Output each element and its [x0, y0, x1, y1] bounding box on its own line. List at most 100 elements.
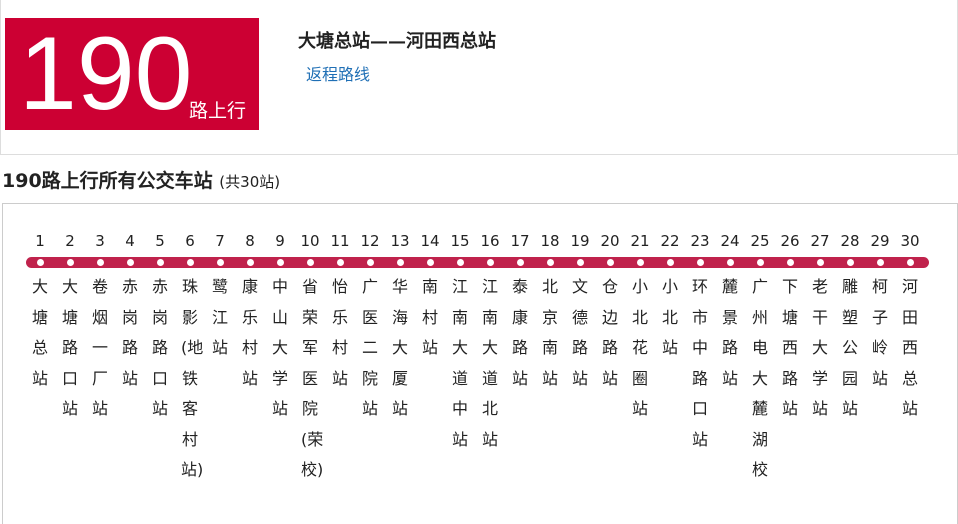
stop-name: 广医二院站	[361, 277, 378, 418]
stop-dot	[816, 259, 824, 266]
stop-name: 赤岗路口站	[151, 277, 168, 418]
stop-number: 23	[690, 232, 710, 250]
stop-number: 17	[510, 232, 530, 250]
stop-dot	[906, 259, 914, 266]
stop-dot	[366, 259, 374, 266]
stop-name: 麓景路站	[721, 277, 738, 388]
stop-name: 北京南站	[541, 277, 558, 388]
stop-dot	[726, 259, 734, 266]
stop-name: 鹭江站	[211, 277, 228, 357]
stop-name: 泰康路站	[511, 277, 528, 388]
stop-number: 18	[540, 232, 560, 250]
stop-number: 15	[450, 232, 470, 250]
route-number: 190	[19, 16, 193, 132]
stop-number: 22	[660, 232, 680, 250]
stop-number: 7	[215, 232, 225, 250]
stops-box: 1 大塘总站 2 大塘路口站 3 卷烟一厂站 4 赤岗路站 5 赤岗路口站 6 珠影(地铁客村站) 7 鹭…	[2, 203, 958, 524]
stop-name: 广州电大麓湖校	[751, 277, 768, 479]
stop-name: 仓边路站	[601, 277, 618, 388]
stop-number: 14	[420, 232, 440, 250]
return-link[interactable]: 返程路线	[306, 65, 371, 84]
stop-dot	[606, 259, 614, 266]
route-badge: 190 路上行	[5, 18, 259, 130]
stop-number: 2	[65, 232, 75, 250]
stop-name: 下塘西路站	[781, 277, 798, 418]
stop-name: 江南大道中站	[451, 277, 468, 449]
stop-dot	[336, 259, 344, 266]
stop-number: 16	[480, 232, 500, 250]
stop-number: 27	[810, 232, 830, 250]
stop-number: 29	[870, 232, 890, 250]
stop-number: 24	[720, 232, 740, 250]
stop-dot	[756, 259, 764, 266]
stop-dot	[36, 259, 44, 266]
stop-dot	[486, 259, 494, 266]
stop-number: 21	[630, 232, 650, 250]
stop-dot	[786, 259, 794, 266]
stop-name: 大塘路口站	[61, 277, 78, 418]
stop-number: 26	[780, 232, 800, 250]
stop-number: 6	[185, 232, 195, 250]
stop-dot	[516, 259, 524, 266]
stop-name: 中山大学站	[271, 277, 288, 418]
route-line	[26, 257, 929, 268]
stop-dot	[666, 259, 674, 266]
stop-name: 华海大厦站	[391, 277, 408, 418]
stop-name: 南村站	[421, 277, 438, 357]
stop-name: 老干大学站	[811, 277, 828, 418]
stop-dot	[576, 259, 584, 266]
stop-name: 江南大道北站	[481, 277, 498, 449]
stop-name: 环市中路口站	[691, 277, 708, 449]
stop-name: 雕塑公园站	[841, 277, 858, 418]
stop-name: 省荣军医院(荣校)	[301, 277, 324, 479]
stop-name: 文德路站	[571, 277, 588, 388]
route-direction: 路上行	[189, 100, 247, 122]
stop-dot	[306, 259, 314, 266]
stop-dot	[696, 259, 704, 266]
stop-number: 5	[155, 232, 165, 250]
stop-number: 9	[275, 232, 285, 250]
stop-dot	[396, 259, 404, 266]
stop-name: 卷烟一厂站	[91, 277, 108, 418]
stop-dot	[276, 259, 284, 266]
stop-dot	[246, 259, 254, 266]
stop-number: 12	[360, 232, 380, 250]
stop-name: 康乐村站	[241, 277, 258, 388]
stop-name: 小北站	[661, 277, 678, 357]
stop-name: 小北花圈站	[631, 277, 648, 418]
header: 190 路上行 大塘总站——河田西总站 返程路线	[0, 0, 958, 155]
stop-dot	[636, 259, 644, 266]
stop-dot	[846, 259, 854, 266]
stop-number: 19	[570, 232, 590, 250]
stop-dot	[126, 259, 134, 266]
stop-dot	[186, 259, 194, 266]
stop-name: 赤岗路站	[121, 277, 138, 388]
stop-number: 4	[125, 232, 135, 250]
stop-number: 30	[900, 232, 920, 250]
stop-number: 1	[35, 232, 45, 250]
stop-dot	[456, 259, 464, 266]
stop-name: 河田西总站	[901, 277, 918, 418]
stop-number: 11	[330, 232, 350, 250]
stop-name: 大塘总站	[31, 277, 48, 388]
stop-name: 珠影(地铁客村站)	[181, 277, 204, 479]
stop-number: 8	[245, 232, 255, 250]
stop-number: 28	[840, 232, 860, 250]
stop-name: 柯子岭站	[871, 277, 888, 388]
stop-dot	[876, 259, 884, 266]
stop-dot	[156, 259, 164, 266]
stop-number: 10	[300, 232, 320, 250]
stop-name: 怡乐村站	[331, 277, 348, 388]
stop-number: 20	[600, 232, 620, 250]
section-heading: 190路上行所有公交车站	[2, 170, 213, 192]
stop-number: 3	[95, 232, 105, 250]
stop-number: 25	[750, 232, 770, 250]
stop-dot	[96, 259, 104, 266]
section-title: 190路上行所有公交车站 (共30站)	[2, 166, 280, 193]
stop-number: 13	[390, 232, 410, 250]
stop-dot	[216, 259, 224, 266]
stop-dot	[66, 259, 74, 266]
stop-dot	[546, 259, 554, 266]
stop-count: (共30站)	[219, 173, 281, 191]
